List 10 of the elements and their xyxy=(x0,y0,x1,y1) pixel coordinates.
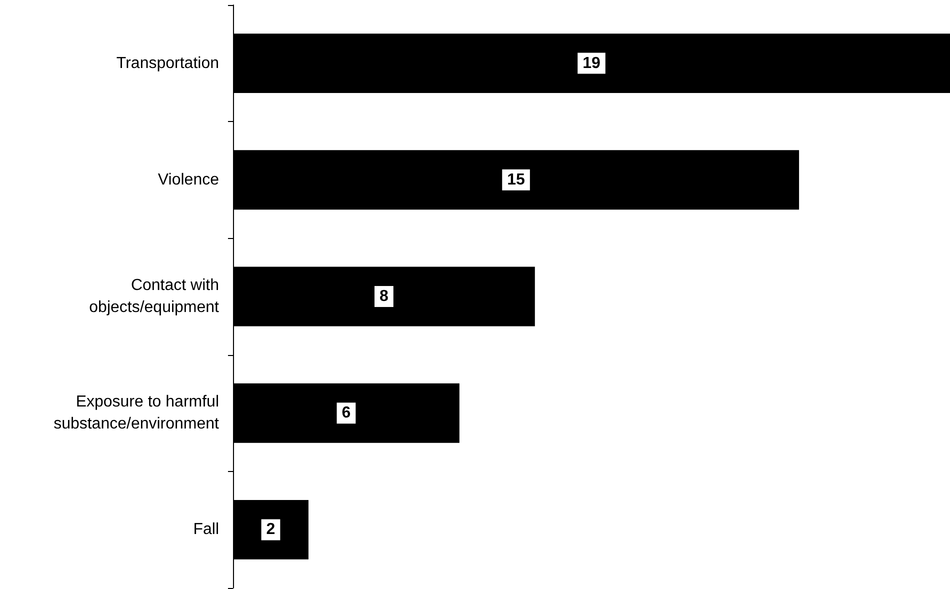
data-label: 2 xyxy=(266,521,276,538)
data-label: 6 xyxy=(342,404,351,422)
y-tick-label: Violence xyxy=(158,171,220,188)
y-tick-label: Exposure to harmful substance/environment xyxy=(54,394,220,433)
y-tick-label: Contact with objects/equipment xyxy=(89,277,220,316)
data-label: 15 xyxy=(507,171,526,188)
y-tick-label: Transportation xyxy=(116,54,219,72)
y-tick-label: Fall xyxy=(193,521,219,538)
data-label: 19 xyxy=(582,54,600,72)
data-label: 8 xyxy=(379,288,388,305)
